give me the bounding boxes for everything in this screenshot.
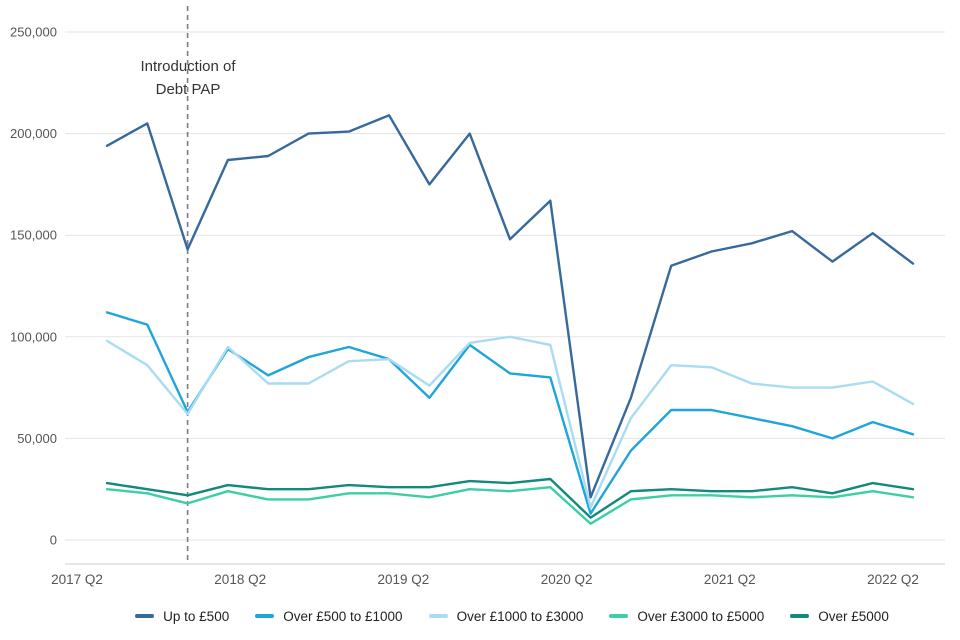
- y-axis-label: 100,000: [10, 329, 57, 344]
- x-axis-label: 2017 Q2: [51, 572, 103, 587]
- annotation-line1: Introduction of: [140, 58, 236, 75]
- y-axis-label: 250,000: [10, 25, 57, 40]
- y-axis-label: 150,000: [10, 228, 57, 243]
- legend-swatch-icon: [609, 614, 629, 618]
- line-chart-svg: 0 50,000 100,000 150,000 200,000 250,000 2017 …: [10, 6, 945, 587]
- legend-item: Over £3000 to £5000: [609, 609, 764, 624]
- annotation-line2: Debt PAP: [156, 81, 221, 98]
- x-axis-label: 2020 Q2: [541, 572, 593, 587]
- series-line-5: [105, 477, 915, 519]
- legend-label: Up to £500: [163, 608, 230, 624]
- legend-swatch-icon: [790, 614, 810, 618]
- series-line-3: [105, 335, 915, 509]
- series-line-1: [105, 114, 915, 499]
- annotation: Introduction of Debt PAP: [140, 58, 236, 98]
- legend-label: Over £500 to £1000: [283, 608, 403, 624]
- legend-label: Over £5000: [818, 608, 889, 624]
- x-axis-label: 2018 Q2: [214, 572, 266, 587]
- x-axis-label: 2022 Q2: [867, 572, 919, 587]
- legend-label: Over £3000 to £5000: [637, 608, 765, 624]
- legend-swatch-icon: [428, 614, 448, 618]
- legend-item: Over £1000 to £3000: [428, 608, 584, 624]
- y-axis-label: 50,000: [17, 431, 57, 446]
- legend-label: Over £1000 to £3000: [456, 608, 584, 624]
- legend-item: Over £500 to £1000: [255, 608, 403, 624]
- legend-swatch-icon: [255, 614, 275, 618]
- legend-item: Over £5000: [790, 609, 889, 624]
- legend-item: Up to £500: [135, 609, 229, 624]
- chart-area: 0 50,000 100,000 150,000 200,000 250,000 2017 …: [10, 6, 945, 587]
- series-line-4: [105, 486, 915, 525]
- legend: Up to £500 Over £500 to £1000 Over £1000 t…: [64, 604, 960, 628]
- y-axis-label: 200,000: [10, 126, 57, 141]
- x-axis-label: 2019 Q2: [378, 572, 430, 587]
- y-axis-label: 0: [50, 533, 57, 548]
- legend-swatch-icon: [135, 614, 155, 618]
- x-axis-label: 2021 Q2: [704, 572, 756, 587]
